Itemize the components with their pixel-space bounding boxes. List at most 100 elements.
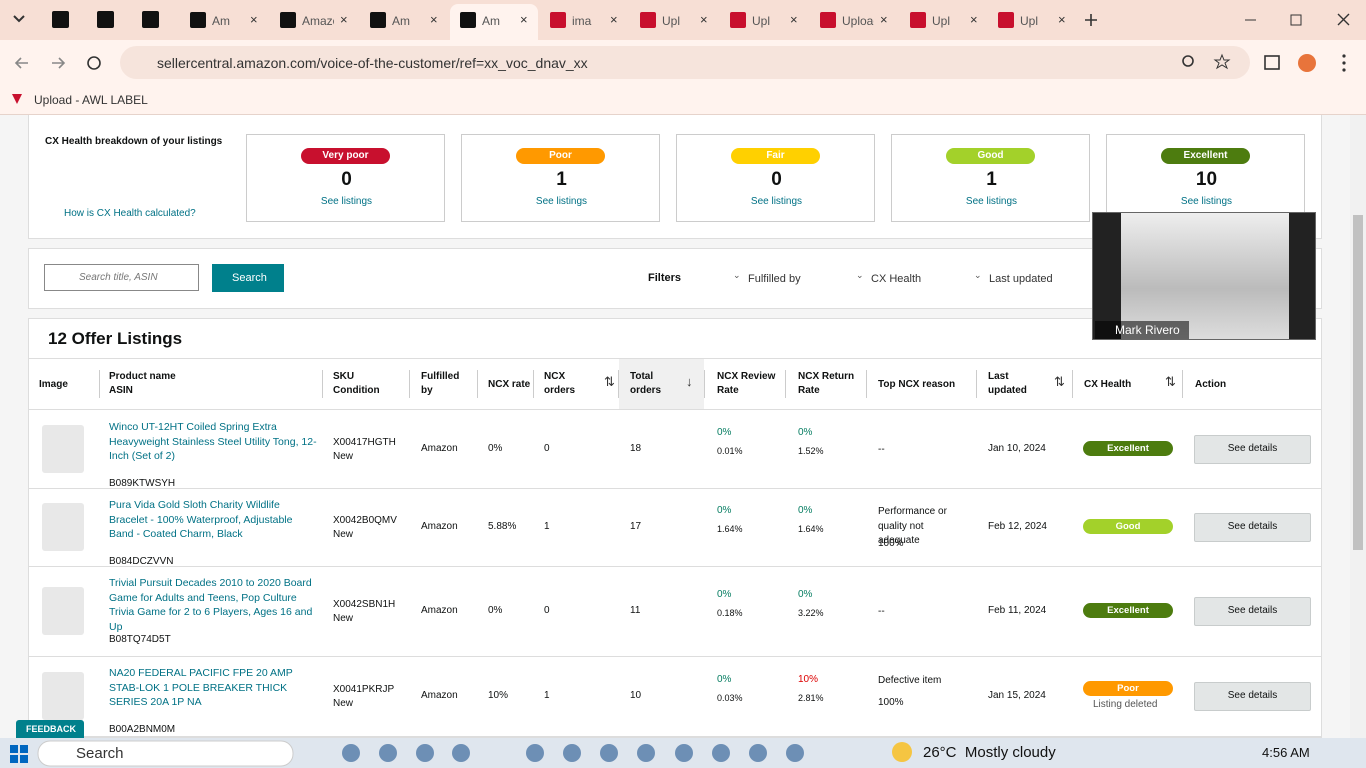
- column-divider: [322, 370, 323, 398]
- tab-close: ×: [250, 12, 258, 27]
- restore[interactable]: [1290, 14, 1302, 26]
- zoom[interactable]: [1182, 55, 1194, 67]
- action-button[interactable]: [1194, 435, 1311, 464]
- row-divider: [29, 736, 1321, 737]
- filter-caret: ⌄: [974, 270, 982, 280]
- health-link[interactable]: See listings: [1180, 196, 1233, 207]
- health-link[interactable]: See listings: [965, 196, 1018, 207]
- tab-title: Upload: [842, 14, 874, 28]
- column-header: Fulfilled by: [421, 371, 460, 396]
- search-button-label[interactable]: Search: [232, 272, 267, 284]
- health-pill: Very poor: [301, 148, 390, 164]
- action-button[interactable]: [1194, 682, 1311, 711]
- review-rate-detail: 0.01%: [717, 446, 743, 456]
- health-card: Poor 1 See listings: [461, 134, 660, 222]
- new-tab[interactable]: [1085, 14, 1097, 26]
- column-header[interactable]: NCX orders: [544, 371, 576, 396]
- action-button[interactable]: [1194, 597, 1311, 626]
- taskbar-search-label[interactable]: Search: [76, 745, 124, 762]
- column-header[interactable]: Action: [1195, 379, 1227, 390]
- tab[interactable]: Upl ×: [900, 4, 988, 40]
- url[interactable]: sellercentral.amazon.com/voice-of-the-cu…: [157, 55, 588, 71]
- tab-icon[interactable]: [52, 11, 69, 28]
- feedback-tab[interactable]: [16, 720, 84, 738]
- taskbar-search[interactable]: [37, 740, 294, 767]
- asin: B08TQ74D5T: [109, 634, 171, 645]
- filter[interactable]: Last updated: [989, 273, 1053, 285]
- tab[interactable]: Upl ×: [720, 4, 808, 40]
- tab[interactable]: Upl ×: [988, 4, 1076, 40]
- tab[interactable]: Am ×: [450, 4, 538, 40]
- column-divider: [477, 370, 478, 398]
- health-pill: Good: [946, 148, 1035, 164]
- column-divider: [99, 370, 100, 398]
- tab[interactable]: Upload ×: [810, 4, 898, 40]
- tab-icon[interactable]: [142, 11, 159, 28]
- filter[interactable]: CX Health: [871, 273, 922, 285]
- action-label[interactable]: See details: [1227, 521, 1278, 532]
- tab[interactable]: Am ×: [360, 4, 448, 40]
- sort-icon: ⇅: [1054, 374, 1065, 389]
- tab-icon: [280, 12, 296, 28]
- bookmark[interactable]: Upload - AWL LABEL: [34, 93, 148, 107]
- tab-icon: [998, 12, 1014, 28]
- tab-title: Upl: [662, 14, 681, 28]
- search-placeholder: Search title, ASIN: [79, 272, 158, 283]
- filter[interactable]: Fulfilled by: [748, 273, 801, 285]
- close[interactable]: [1337, 13, 1350, 26]
- column-header[interactable]: Top NCX reason: [878, 379, 956, 390]
- back[interactable]: [14, 57, 28, 69]
- action-label[interactable]: See details: [1227, 443, 1278, 454]
- column-header[interactable]: NCX Return Rate: [798, 371, 855, 396]
- tab[interactable]: Am ×: [180, 4, 268, 40]
- reload[interactable]: [87, 56, 101, 70]
- asin: B00A2BNM0M: [109, 724, 176, 735]
- action-label[interactable]: See details: [1227, 690, 1278, 701]
- health-card: Good 1 See listings: [891, 134, 1090, 222]
- asin: B084DCZVVN: [109, 556, 174, 567]
- address-bar[interactable]: [120, 46, 1250, 79]
- product-name[interactable]: Trivial Pursuit Decades 2010 to 2020 Boa…: [109, 577, 313, 633]
- health-help[interactable]: How is CX Health calculated?: [64, 208, 196, 219]
- tab[interactable]: Amazon ×: [270, 4, 358, 40]
- column-header[interactable]: CX Health: [1084, 379, 1132, 390]
- search-input[interactable]: [44, 264, 199, 291]
- sorted-col: [619, 359, 704, 409]
- weather-icon: [892, 742, 912, 762]
- forward[interactable]: [52, 57, 66, 69]
- tab[interactable]: ima ×: [540, 4, 628, 40]
- tab-menu[interactable]: [13, 15, 25, 23]
- column-header[interactable]: Last updated: [988, 371, 1027, 396]
- scrollbar[interactable]: [1350, 115, 1366, 738]
- column-header[interactable]: NCX Review Rate: [717, 371, 776, 396]
- profile[interactable]: [1298, 54, 1316, 72]
- tab[interactable]: Upl ×: [630, 4, 718, 40]
- action-label[interactable]: See details: [1227, 605, 1278, 616]
- bookmark-star[interactable]: [1213, 53, 1231, 70]
- tab-title: ima: [572, 14, 592, 28]
- tab-strip: [0, 0, 1366, 40]
- action-button[interactable]: [1194, 513, 1311, 542]
- condition: New: [333, 451, 354, 462]
- health-link[interactable]: See listings: [750, 196, 803, 207]
- column-divider: [785, 370, 786, 398]
- column-header[interactable]: Total orders: [630, 371, 662, 396]
- product-name[interactable]: Winco UT-12HT Coiled Spring Extra Heavyw…: [109, 421, 317, 462]
- return-rate-detail: 3.22%: [798, 608, 824, 618]
- scroll-thumb[interactable]: [1353, 215, 1363, 550]
- tab-title: Am: [212, 14, 230, 28]
- product-image: [42, 425, 84, 473]
- tab-title: Am: [392, 14, 410, 28]
- side-panel[interactable]: [1264, 55, 1280, 70]
- product-name[interactable]: Pura Vida Gold Sloth Charity Wildlife Br…: [109, 499, 293, 540]
- health-link[interactable]: See listings: [320, 196, 373, 207]
- tab-icon[interactable]: [97, 11, 114, 28]
- return-rate-detail: 1.52%: [798, 446, 824, 456]
- search-button[interactable]: [212, 264, 284, 292]
- product-name[interactable]: NA20 FEDERAL PACIFIC FPE 20 AMP STAB-LOK…: [109, 667, 293, 708]
- product-image: [42, 503, 84, 551]
- top-reason: --: [878, 606, 885, 617]
- feedback[interactable]: FEEDBACK: [26, 724, 77, 734]
- health-link[interactable]: See listings: [535, 196, 588, 207]
